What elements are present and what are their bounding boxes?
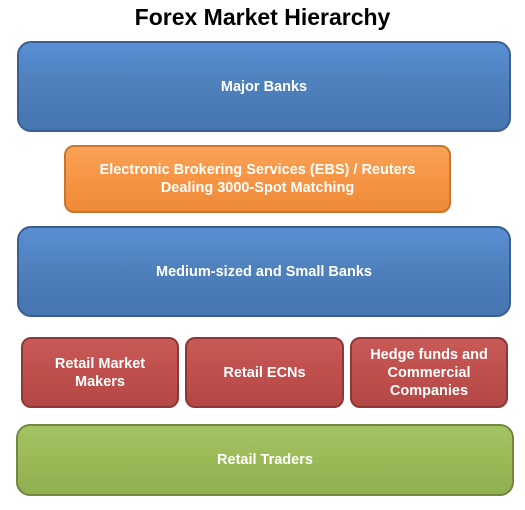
- retail-market-makers-box: Retail Market Makers: [21, 337, 179, 408]
- retail-market-makers-label-line1: Retail Market: [54, 355, 146, 372]
- retail-ecns-box: Retail ECNs: [185, 337, 344, 408]
- medium-small-banks-label: Medium-sized and Small Banks: [156, 263, 372, 280]
- ebs-label-line1: Electronic Brokering Services (EBS) / Re…: [99, 162, 416, 178]
- hedge-funds-label-line2: Commercial: [387, 364, 471, 381]
- retail-ecns-label: Retail ECNs: [223, 364, 306, 381]
- hedge-funds-label-line3: Companies: [389, 382, 469, 399]
- retail-traders-box: Retail Traders: [16, 424, 514, 496]
- major-banks-label: Major Banks: [220, 78, 308, 95]
- hedge-funds-label-line1: Hedge funds and: [370, 346, 488, 363]
- retail-traders-label: Retail Traders: [217, 452, 313, 468]
- retail-market-makers-label-line2: Makers: [75, 373, 125, 390]
- medium-small-banks-box: Medium-sized and Small Banks: [17, 226, 511, 317]
- diagram-title: Forex Market Hierarchy: [134, 4, 391, 30]
- hedge-funds-box: Hedge funds and Commercial Companies: [350, 337, 508, 408]
- major-banks-box: Major Banks: [17, 41, 511, 132]
- ebs-box: Electronic Brokering Services (EBS) / Re…: [64, 145, 451, 213]
- ebs-label-line2: Dealing 3000-Spot Matching: [160, 180, 355, 196]
